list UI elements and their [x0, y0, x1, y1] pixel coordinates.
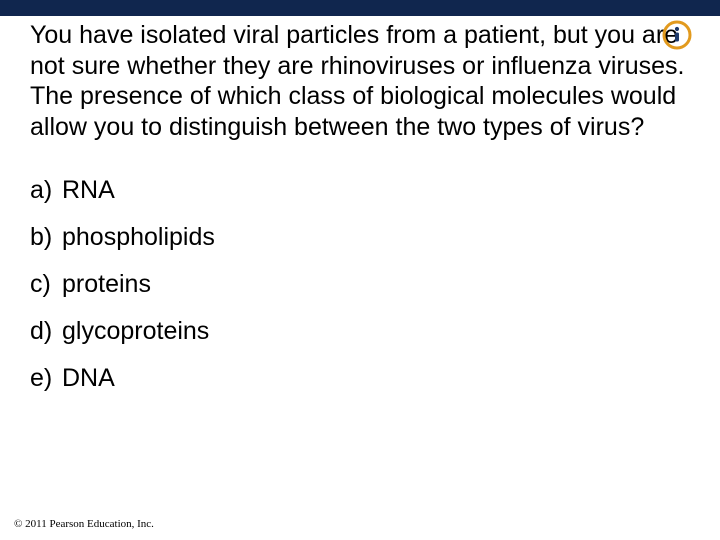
clicker-icon — [662, 20, 692, 58]
options-list: a)RNA b)phospholipids c)proteins d)glyco… — [30, 176, 690, 393]
option-c: c)proteins — [30, 270, 690, 299]
option-d: d)glycoproteins — [30, 317, 690, 346]
option-a: a)RNA — [30, 176, 690, 205]
option-e: e)DNA — [30, 364, 690, 393]
option-text: RNA — [62, 176, 115, 204]
question-text: You have isolated viral particles from a… — [30, 21, 685, 141]
option-marker: c) — [30, 270, 62, 299]
question-block: You have isolated viral particles from a… — [30, 20, 690, 142]
option-text: glycoproteins — [62, 317, 209, 345]
option-text: phospholipids — [62, 223, 215, 251]
option-marker: e) — [30, 364, 62, 393]
copyright-text: © 2011 Pearson Education, Inc. — [14, 518, 154, 530]
option-marker: b) — [30, 223, 62, 252]
option-text: DNA — [62, 364, 115, 392]
slide-content: You have isolated viral particles from a… — [0, 16, 720, 393]
option-text: proteins — [62, 270, 151, 298]
top-bar — [0, 0, 720, 16]
option-marker: d) — [30, 317, 62, 346]
option-marker: a) — [30, 176, 62, 205]
icon-body — [675, 33, 679, 42]
icon-dot — [675, 27, 679, 31]
option-b: b)phospholipids — [30, 223, 690, 252]
